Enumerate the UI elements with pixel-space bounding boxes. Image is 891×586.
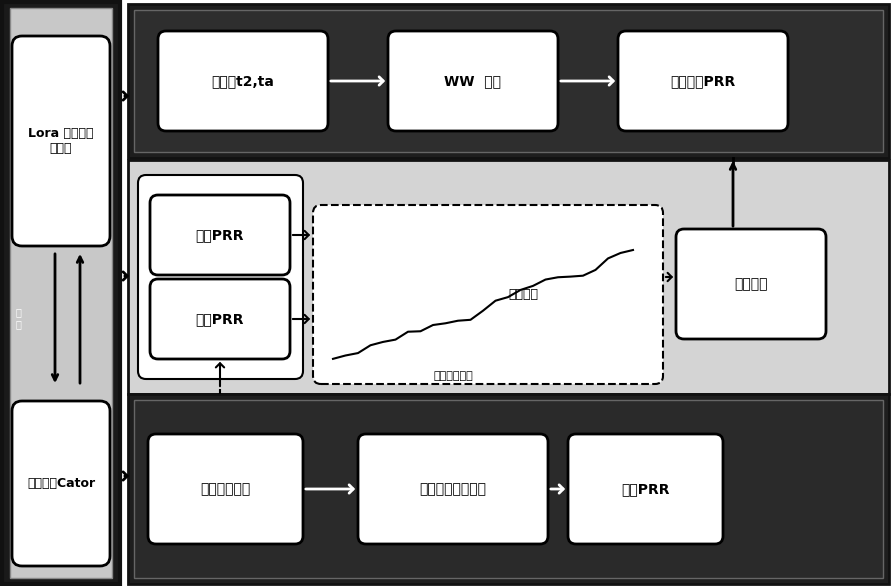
Bar xyxy=(10,8,112,578)
FancyBboxPatch shape xyxy=(150,195,290,275)
Bar xyxy=(134,400,883,578)
FancyBboxPatch shape xyxy=(138,175,303,379)
Text: 理论并发传输模型: 理论并发传输模型 xyxy=(420,482,486,496)
Text: 理论PRR: 理论PRR xyxy=(621,482,670,496)
FancyBboxPatch shape xyxy=(12,401,110,566)
FancyBboxPatch shape xyxy=(388,31,558,131)
FancyBboxPatch shape xyxy=(313,205,663,384)
Text: 回归训练: 回归训练 xyxy=(508,288,538,301)
Text: 网关使用Cator: 网关使用Cator xyxy=(27,477,95,490)
Bar xyxy=(134,10,883,152)
FancyBboxPatch shape xyxy=(12,36,110,246)
Text: 实际PRR: 实际PRR xyxy=(196,228,244,242)
Text: 回归模型: 回归模型 xyxy=(734,277,768,291)
FancyBboxPatch shape xyxy=(568,434,723,544)
Bar xyxy=(128,4,889,158)
FancyBboxPatch shape xyxy=(676,229,826,339)
Text: Lora 节点发送
数据包: Lora 节点发送 数据包 xyxy=(29,127,94,155)
FancyBboxPatch shape xyxy=(148,434,303,544)
FancyBboxPatch shape xyxy=(358,434,548,544)
FancyBboxPatch shape xyxy=(158,31,328,131)
Bar xyxy=(128,160,889,394)
Text: 理论PRR: 理论PRR xyxy=(196,312,244,326)
Bar xyxy=(128,394,889,584)
Text: 反
馈: 反 馈 xyxy=(15,307,20,329)
Text: 拟合回归训练: 拟合回归训练 xyxy=(433,371,473,381)
FancyBboxPatch shape xyxy=(618,31,788,131)
Text: WW  算法: WW 算法 xyxy=(445,74,502,88)
Text: 并发传输参数: 并发传输参数 xyxy=(200,482,250,496)
Text: 回归后的PRR: 回归后的PRR xyxy=(670,74,736,88)
Text: 优化的t2,ta: 优化的t2,ta xyxy=(211,74,274,88)
FancyBboxPatch shape xyxy=(150,279,290,359)
Bar xyxy=(2,2,120,584)
